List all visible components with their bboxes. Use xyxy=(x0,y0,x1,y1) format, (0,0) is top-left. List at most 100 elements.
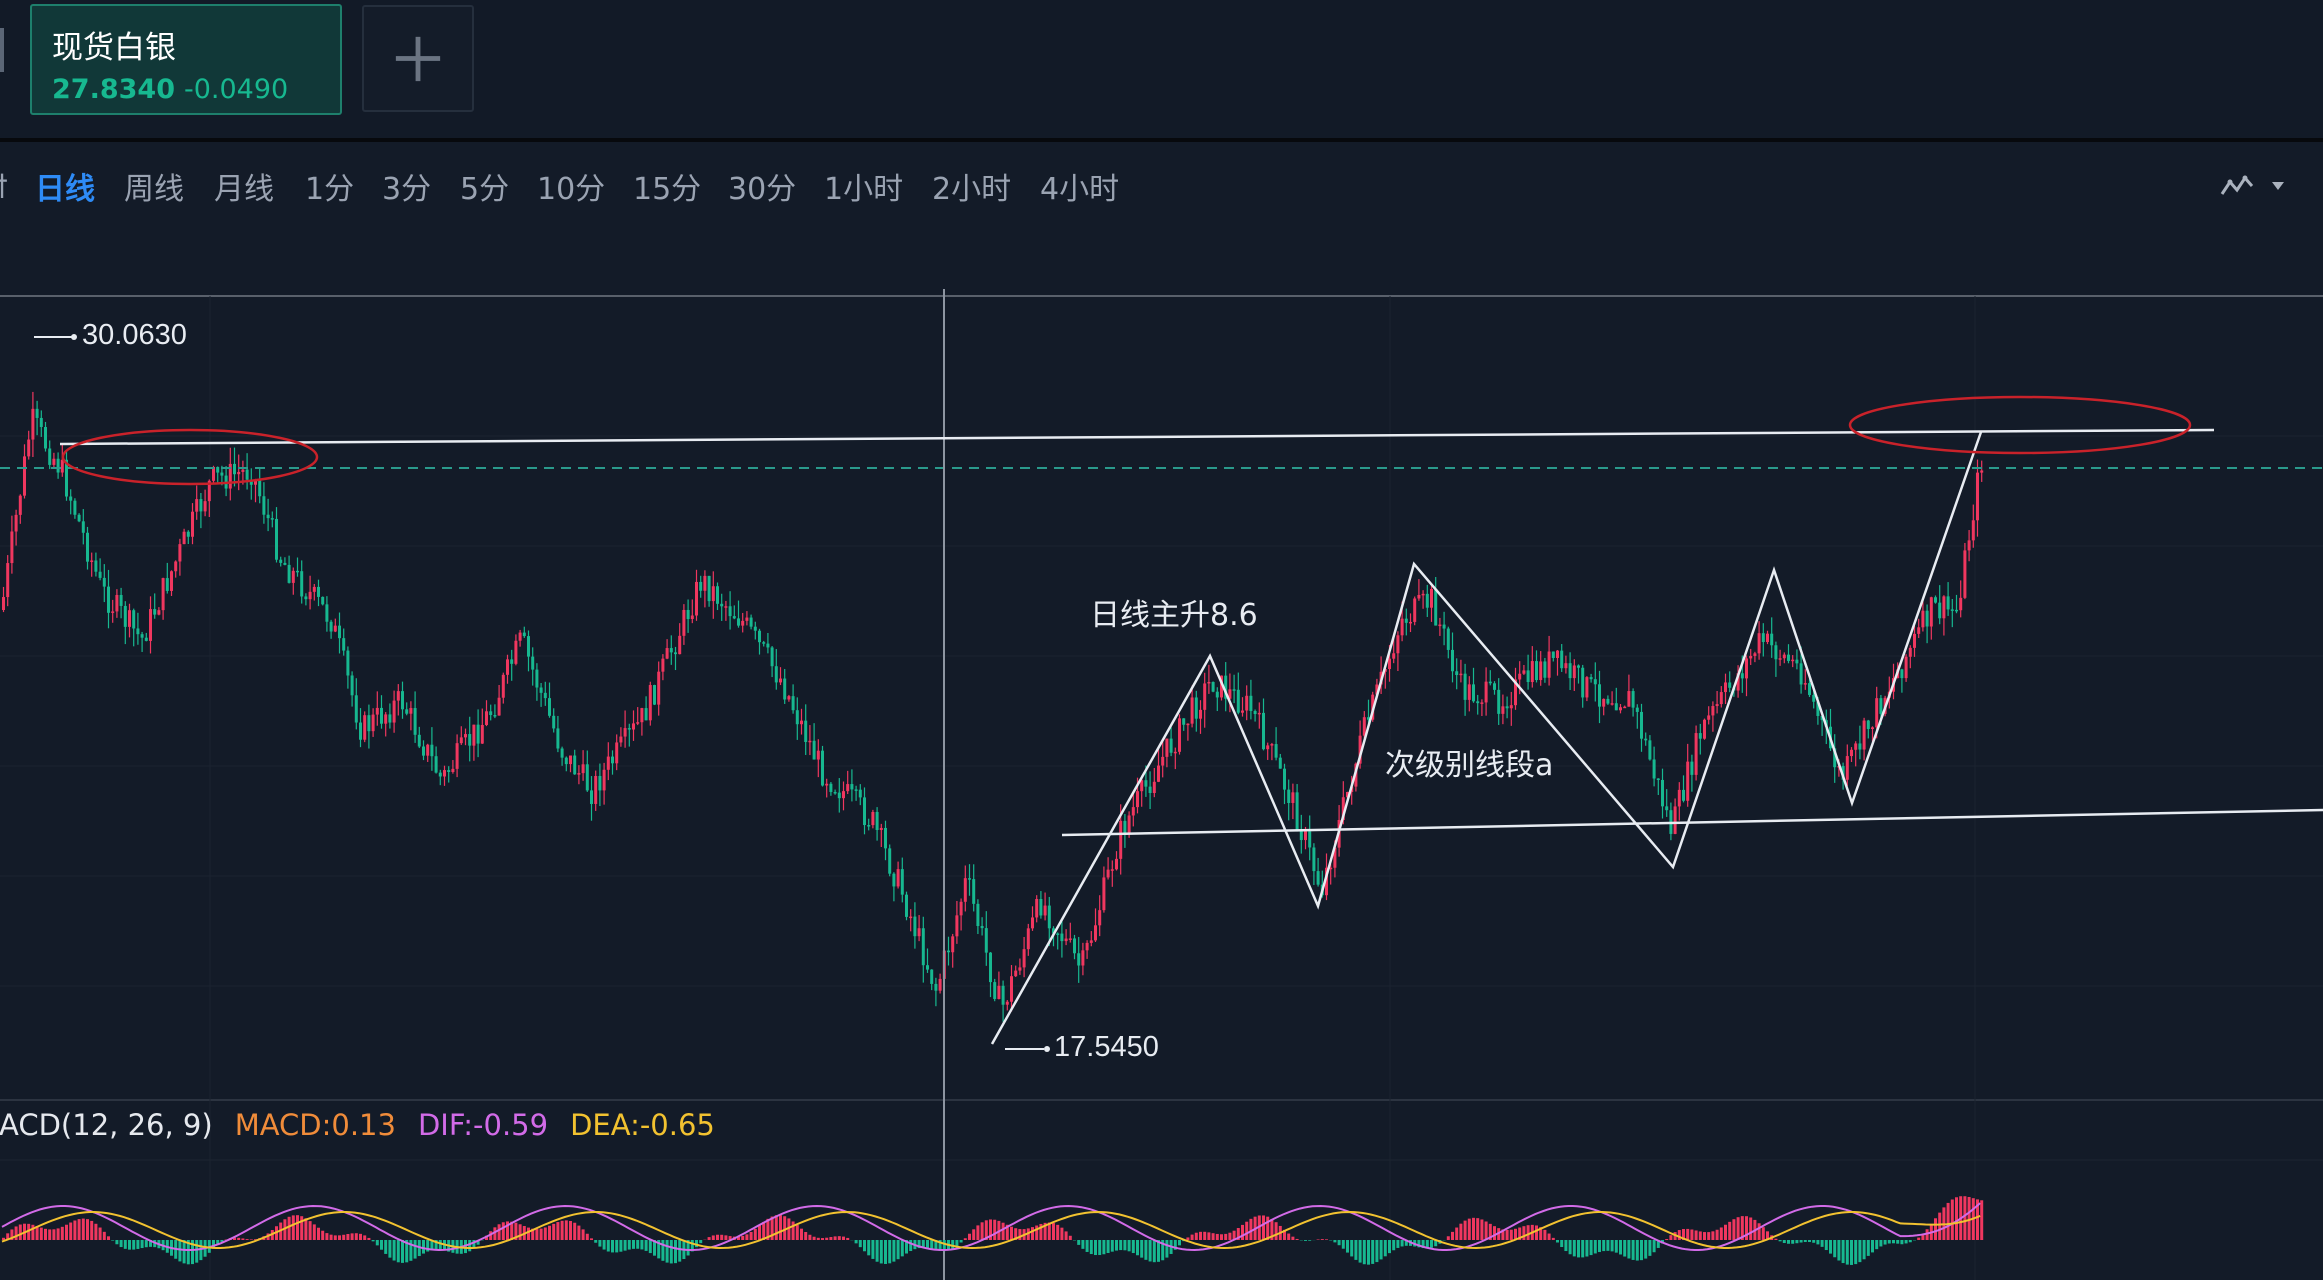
macd-bar-76 xyxy=(321,1230,325,1240)
candle-body-253 xyxy=(1064,938,1068,942)
macd-value: MACD:0.13 xyxy=(234,1108,396,1142)
macd-bar-445 xyxy=(1871,1240,1874,1253)
left-edge-tab[interactable] xyxy=(0,28,4,72)
candle-body-145 xyxy=(611,756,614,764)
tab-4hour[interactable]: 4小时 xyxy=(1040,172,1120,207)
candle-body-3 xyxy=(14,514,18,532)
tab-partial[interactable]: 时 xyxy=(0,164,8,198)
candle-body-186 xyxy=(783,678,787,700)
tab-daily[interactable]: 日线 xyxy=(35,172,95,207)
candle-body-125 xyxy=(527,636,530,657)
macd-bar-449 xyxy=(1887,1240,1891,1244)
macd-indicator-name[interactable]: MACD(12, 26, 9) xyxy=(0,1108,213,1142)
tab-5min[interactable]: 5分 xyxy=(460,172,510,207)
macd-bar-436 xyxy=(1833,1240,1837,1258)
macd-bar-441 xyxy=(1854,1240,1858,1265)
candle-body-91 xyxy=(384,714,388,724)
candle-body-307 xyxy=(1291,792,1295,803)
candle-body-262 xyxy=(1102,877,1106,911)
candle-body-332 xyxy=(1396,635,1400,654)
candle-body-60 xyxy=(254,480,257,485)
candle-body-93 xyxy=(392,700,396,723)
candle-body-122 xyxy=(514,640,518,664)
candle-body-140 xyxy=(590,790,593,804)
candle-body-14 xyxy=(60,459,64,473)
candle-body-343 xyxy=(1442,624,1446,629)
macd-bar-371 xyxy=(1560,1240,1564,1248)
candle-body-94 xyxy=(396,691,400,701)
macd-bar-123 xyxy=(518,1224,522,1240)
macd-bar-433 xyxy=(1820,1240,1824,1247)
macd-bar-452 xyxy=(1900,1240,1904,1245)
tab-15min[interactable]: 15分 xyxy=(633,172,702,207)
macd-bar-176 xyxy=(741,1235,745,1240)
macd-bar-186 xyxy=(783,1216,787,1240)
tab-2hour[interactable]: 2小时 xyxy=(932,172,1012,207)
candle-body-268 xyxy=(1127,815,1131,834)
candle-body-263 xyxy=(1106,869,1110,878)
tab-10min[interactable]: 10分 xyxy=(537,172,606,207)
macd-bar-19 xyxy=(81,1218,85,1240)
macd-bar-241 xyxy=(1014,1228,1018,1240)
macd-bar-409 xyxy=(1719,1227,1723,1240)
candle-body-115 xyxy=(485,711,488,725)
tab-30min[interactable]: 30分 xyxy=(728,172,797,207)
candle-body-277 xyxy=(1165,738,1169,757)
quote-tab-spot-silver[interactable]: 现货白银 27.8340 -0.0490 xyxy=(30,4,342,115)
candle-body-266 xyxy=(1119,820,1123,859)
tab-weekly[interactable]: 周线 xyxy=(124,172,184,207)
macd-bar-354 xyxy=(1488,1223,1492,1240)
tab-3min[interactable]: 3分 xyxy=(382,172,432,207)
tab-1min[interactable]: 1分 xyxy=(305,172,355,207)
macd-bar-418 xyxy=(1757,1223,1761,1240)
macd-bar-318 xyxy=(1337,1240,1341,1246)
macd-bar-212 xyxy=(892,1240,896,1262)
candle-body-454 xyxy=(1908,647,1912,657)
macd-bar-252 xyxy=(1060,1227,1064,1240)
macd-bar-268 xyxy=(1127,1240,1131,1252)
candle-body-17 xyxy=(73,500,77,515)
macd-bar-299 xyxy=(1257,1215,1261,1240)
candle-body-231 xyxy=(972,879,976,904)
macd-bar-191 xyxy=(804,1232,808,1240)
macd-bar-111 xyxy=(468,1240,472,1252)
chart-style-button[interactable] xyxy=(2216,164,2296,204)
macd-bar-467 xyxy=(1963,1196,1967,1240)
macd-bar-434 xyxy=(1824,1240,1828,1251)
line-chart-icon xyxy=(2220,175,2254,195)
macd-bar-164 xyxy=(690,1240,694,1252)
add-instrument-button[interactable] xyxy=(362,5,474,112)
candle-body-105 xyxy=(443,770,446,777)
candle-body-313 xyxy=(1316,871,1320,885)
candle-body-36 xyxy=(153,609,157,615)
macd-bar-150 xyxy=(632,1240,635,1249)
macd-bar-195 xyxy=(821,1238,824,1240)
macd-bar-11 xyxy=(48,1229,52,1240)
macd-bar-155 xyxy=(653,1240,656,1256)
candle-body-351 xyxy=(1476,701,1480,704)
candle-body-171 xyxy=(720,603,724,607)
candle-body-312 xyxy=(1312,847,1316,872)
tab-1hour[interactable]: 1小时 xyxy=(824,172,904,207)
macd-bar-232 xyxy=(976,1225,980,1240)
macd-bar-439 xyxy=(1845,1240,1849,1265)
macd-bar-86 xyxy=(363,1235,367,1240)
candle-body-80 xyxy=(338,625,341,639)
candle-body-421 xyxy=(1770,633,1774,646)
macd-bar-94 xyxy=(396,1240,400,1263)
macd-bar-460 xyxy=(1934,1218,1937,1240)
macd-bar-74 xyxy=(312,1224,316,1240)
candle-body-203 xyxy=(854,789,858,791)
macd-bar-189 xyxy=(795,1225,799,1240)
tab-monthly[interactable]: 月线 xyxy=(214,172,274,207)
candle-body-18 xyxy=(77,514,81,522)
macd-bar-98 xyxy=(413,1240,417,1259)
macd-bar-292 xyxy=(1228,1232,1232,1240)
macd-bar-464 xyxy=(1950,1199,1954,1240)
candle-body-166 xyxy=(699,581,703,591)
macd-bar-125 xyxy=(527,1227,530,1240)
macd-bar-254 xyxy=(1068,1235,1072,1240)
macd-bar-34 xyxy=(144,1240,148,1248)
candle-body-170 xyxy=(716,586,719,604)
